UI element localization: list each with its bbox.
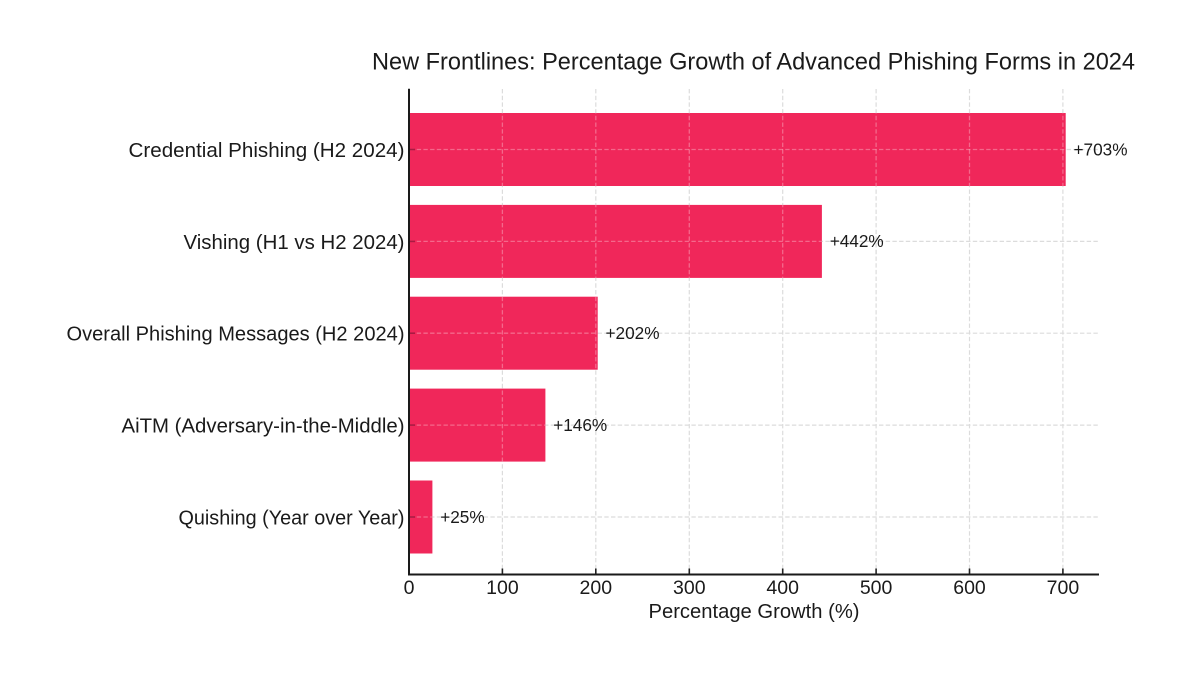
svg-text:Vishing (H1 vs H2 2024): Vishing (H1 vs H2 2024) — [184, 231, 405, 254]
svg-text:400: 400 — [766, 577, 799, 599]
svg-text:300: 300 — [673, 577, 706, 599]
svg-text:Overall Phishing Messages (H2: Overall Phishing Messages (H2 2024) — [67, 323, 405, 346]
svg-text:Percentage Growth (%): Percentage Growth (%) — [649, 600, 860, 623]
svg-text:+146%: +146% — [553, 415, 607, 435]
svg-text:700: 700 — [1047, 577, 1080, 599]
svg-text:0: 0 — [404, 577, 415, 599]
svg-text:AiTM (Adversary-in-the-Middle): AiTM (Adversary-in-the-Middle) — [122, 415, 405, 438]
svg-text:+202%: +202% — [606, 323, 660, 343]
svg-text:500: 500 — [860, 577, 893, 599]
svg-text:600: 600 — [953, 577, 986, 599]
svg-text:Credential Phishing (H2 2024): Credential Phishing (H2 2024) — [129, 139, 405, 162]
svg-text:+442%: +442% — [830, 231, 884, 251]
svg-text:100: 100 — [486, 577, 519, 599]
svg-text:Quishing (Year over Year): Quishing (Year over Year) — [179, 506, 405, 529]
svg-text:200: 200 — [580, 577, 613, 599]
svg-text:+25%: +25% — [440, 507, 484, 527]
svg-text:+703%: +703% — [1074, 139, 1128, 159]
svg-text:New Frontlines: Percentage Gro: New Frontlines: Percentage Growth of Adv… — [372, 48, 1135, 75]
